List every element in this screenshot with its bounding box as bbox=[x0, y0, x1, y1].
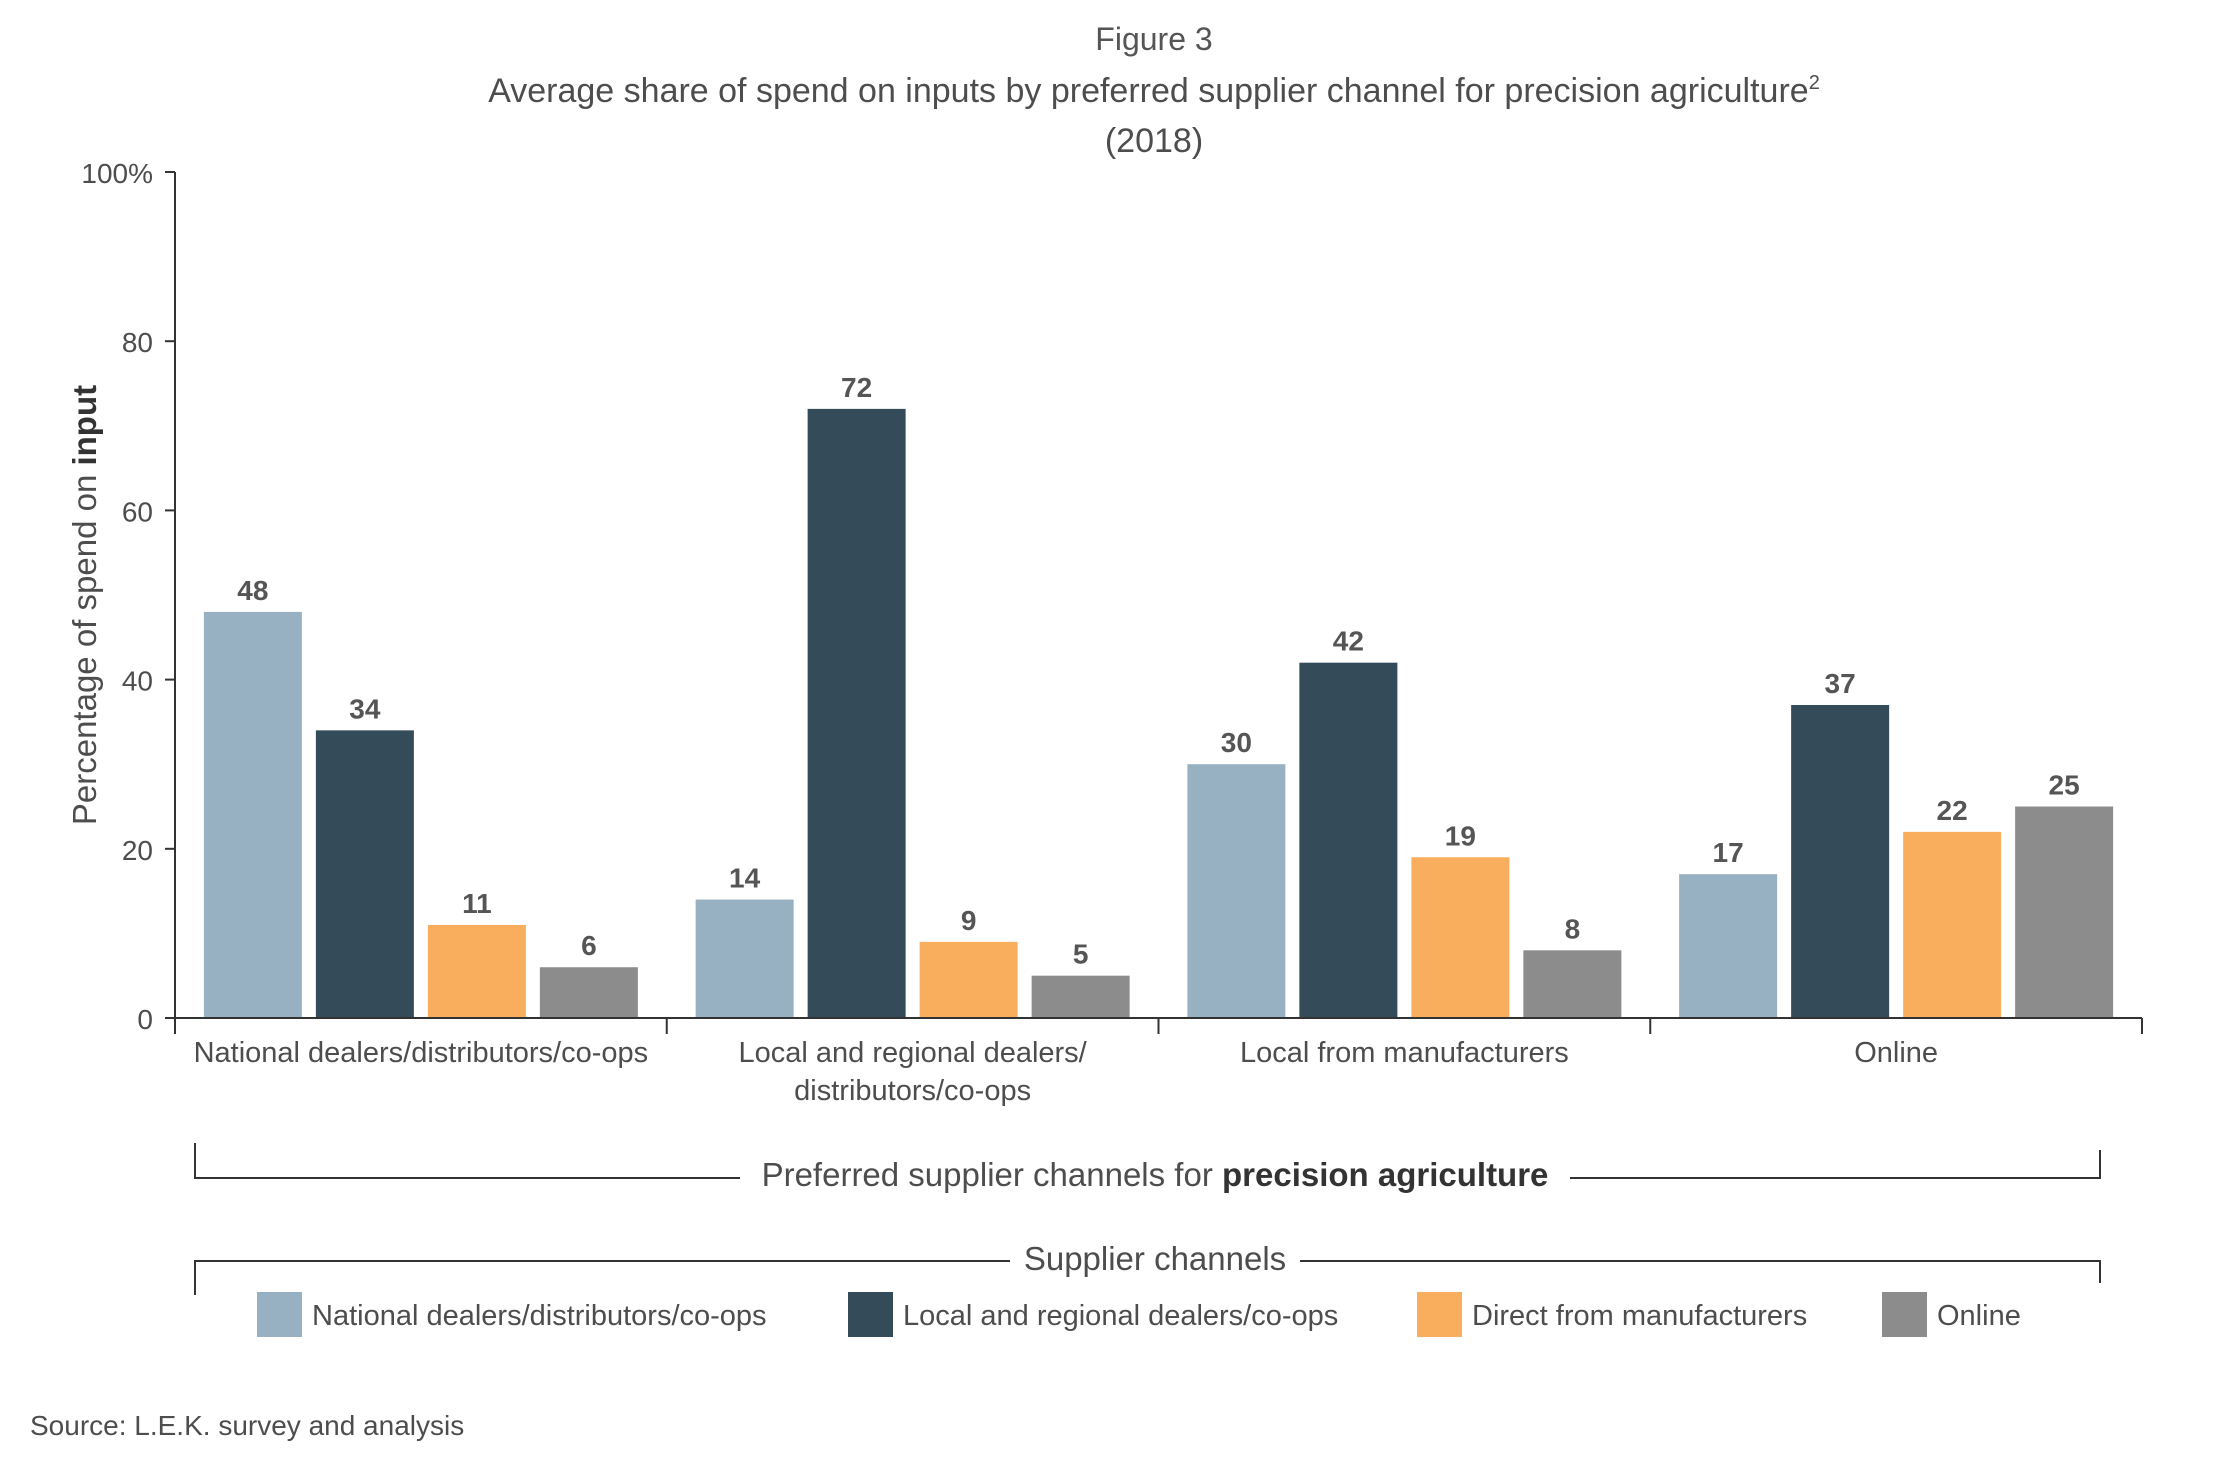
bar-value-label: 8 bbox=[1565, 913, 1581, 944]
bar-value-label: 30 bbox=[1221, 727, 1252, 758]
x-tick-label: Online bbox=[1854, 1037, 1938, 1069]
chart-subtitle: (2018) bbox=[1105, 122, 1203, 160]
bar bbox=[919, 941, 1018, 1018]
bar-value-label: 5 bbox=[1073, 939, 1089, 970]
bar bbox=[1903, 831, 2002, 1018]
legend-swatch bbox=[848, 1292, 893, 1337]
bar bbox=[539, 967, 638, 1018]
bar-value-label: 48 bbox=[237, 575, 268, 606]
bar-value-label: 17 bbox=[1713, 837, 1744, 868]
x-tick-label: National dealers/distributors/co-ops bbox=[194, 1037, 649, 1069]
y-tick-label: 0 bbox=[137, 1004, 153, 1035]
legend-swatch bbox=[257, 1292, 302, 1337]
y-axis-label-emphasis: input bbox=[66, 385, 103, 466]
x-axis: National dealers/distributors/co-ops Loca… bbox=[174, 1017, 2143, 1107]
y-tick-label: 20 bbox=[122, 835, 153, 866]
bar bbox=[427, 924, 526, 1018]
bar-value-label: 6 bbox=[581, 930, 597, 961]
x-tick-label: distributors/co-ops bbox=[794, 1075, 1031, 1107]
bar-value-label: 72 bbox=[841, 372, 872, 403]
chart-title: Average share of spend on inputs by pref… bbox=[488, 72, 1820, 110]
bar bbox=[1299, 662, 1398, 1018]
y-tick-label: 100% bbox=[81, 158, 153, 189]
x-axis-label: Preferred supplier channels for precisio… bbox=[762, 1156, 1549, 1193]
legend-label: Local and regional dealers/co-ops bbox=[903, 1300, 1338, 1332]
y-tick-label: 40 bbox=[122, 666, 153, 697]
bar bbox=[1187, 764, 1286, 1018]
bar bbox=[695, 899, 794, 1018]
bar bbox=[807, 408, 906, 1018]
bar bbox=[315, 730, 414, 1018]
bar-value-label: 9 bbox=[961, 905, 977, 936]
legend-items: National dealers/distributors/co-ops Loca… bbox=[257, 1292, 2021, 1337]
legend-swatch bbox=[1417, 1292, 1462, 1337]
bar-value-label: 37 bbox=[1825, 668, 1856, 699]
bars: 48 34 11 6 14 72 9 5 30 42 19 8 17 37 22 25 bbox=[203, 372, 2114, 1018]
y-axis-label: Percentage of spend on input bbox=[66, 385, 103, 825]
x-tick-label: Local from manufacturers bbox=[1240, 1037, 1569, 1069]
bar bbox=[203, 611, 302, 1018]
bar bbox=[1031, 975, 1130, 1018]
bar-value-label: 34 bbox=[349, 693, 381, 724]
x-tick-label: Local and regional dealers/ bbox=[739, 1037, 1088, 1069]
y-axis: 0 20 40 60 80 100% bbox=[81, 158, 176, 1035]
bar-value-label: 11 bbox=[462, 888, 492, 919]
bar bbox=[1791, 704, 1890, 1018]
x-axis-bracket: Preferred supplier channels for precisio… bbox=[194, 1143, 2101, 1193]
bar bbox=[1411, 857, 1510, 1018]
bar bbox=[2015, 806, 2114, 1018]
legend-swatch bbox=[1882, 1292, 1927, 1337]
bar-value-label: 22 bbox=[1937, 795, 1968, 826]
bar bbox=[1523, 950, 1622, 1018]
chart-title-footnote: 2 bbox=[1809, 72, 1820, 94]
bar-value-label: 14 bbox=[729, 863, 761, 894]
y-tick-label: 60 bbox=[122, 496, 153, 527]
source-note: Source: L.E.K. survey and analysis bbox=[30, 1410, 464, 1441]
bar-value-label: 25 bbox=[2049, 770, 2080, 801]
bar-value-label: 42 bbox=[1333, 626, 1364, 657]
bar bbox=[1679, 874, 1778, 1018]
legend-label: Direct from manufacturers bbox=[1472, 1300, 1807, 1332]
y-axis-label-prefix: Percentage of spend on bbox=[66, 466, 103, 826]
legend-label: National dealers/distributors/co-ops bbox=[312, 1300, 767, 1332]
legend: Supplier channels National dealers/distr… bbox=[194, 1240, 2101, 1337]
legend-title: Supplier channels bbox=[1024, 1240, 1286, 1277]
x-axis-label-prefix: Preferred supplier channels for bbox=[762, 1156, 1222, 1193]
y-tick-label: 80 bbox=[122, 327, 153, 358]
bar-value-label: 19 bbox=[1445, 820, 1476, 851]
chart-title-text: Average share of spend on inputs by pref… bbox=[488, 72, 1809, 110]
x-axis-label-emphasis: precision agriculture bbox=[1222, 1156, 1548, 1193]
legend-label: Online bbox=[1937, 1300, 2021, 1332]
figure-label: Figure 3 bbox=[1095, 21, 1212, 57]
